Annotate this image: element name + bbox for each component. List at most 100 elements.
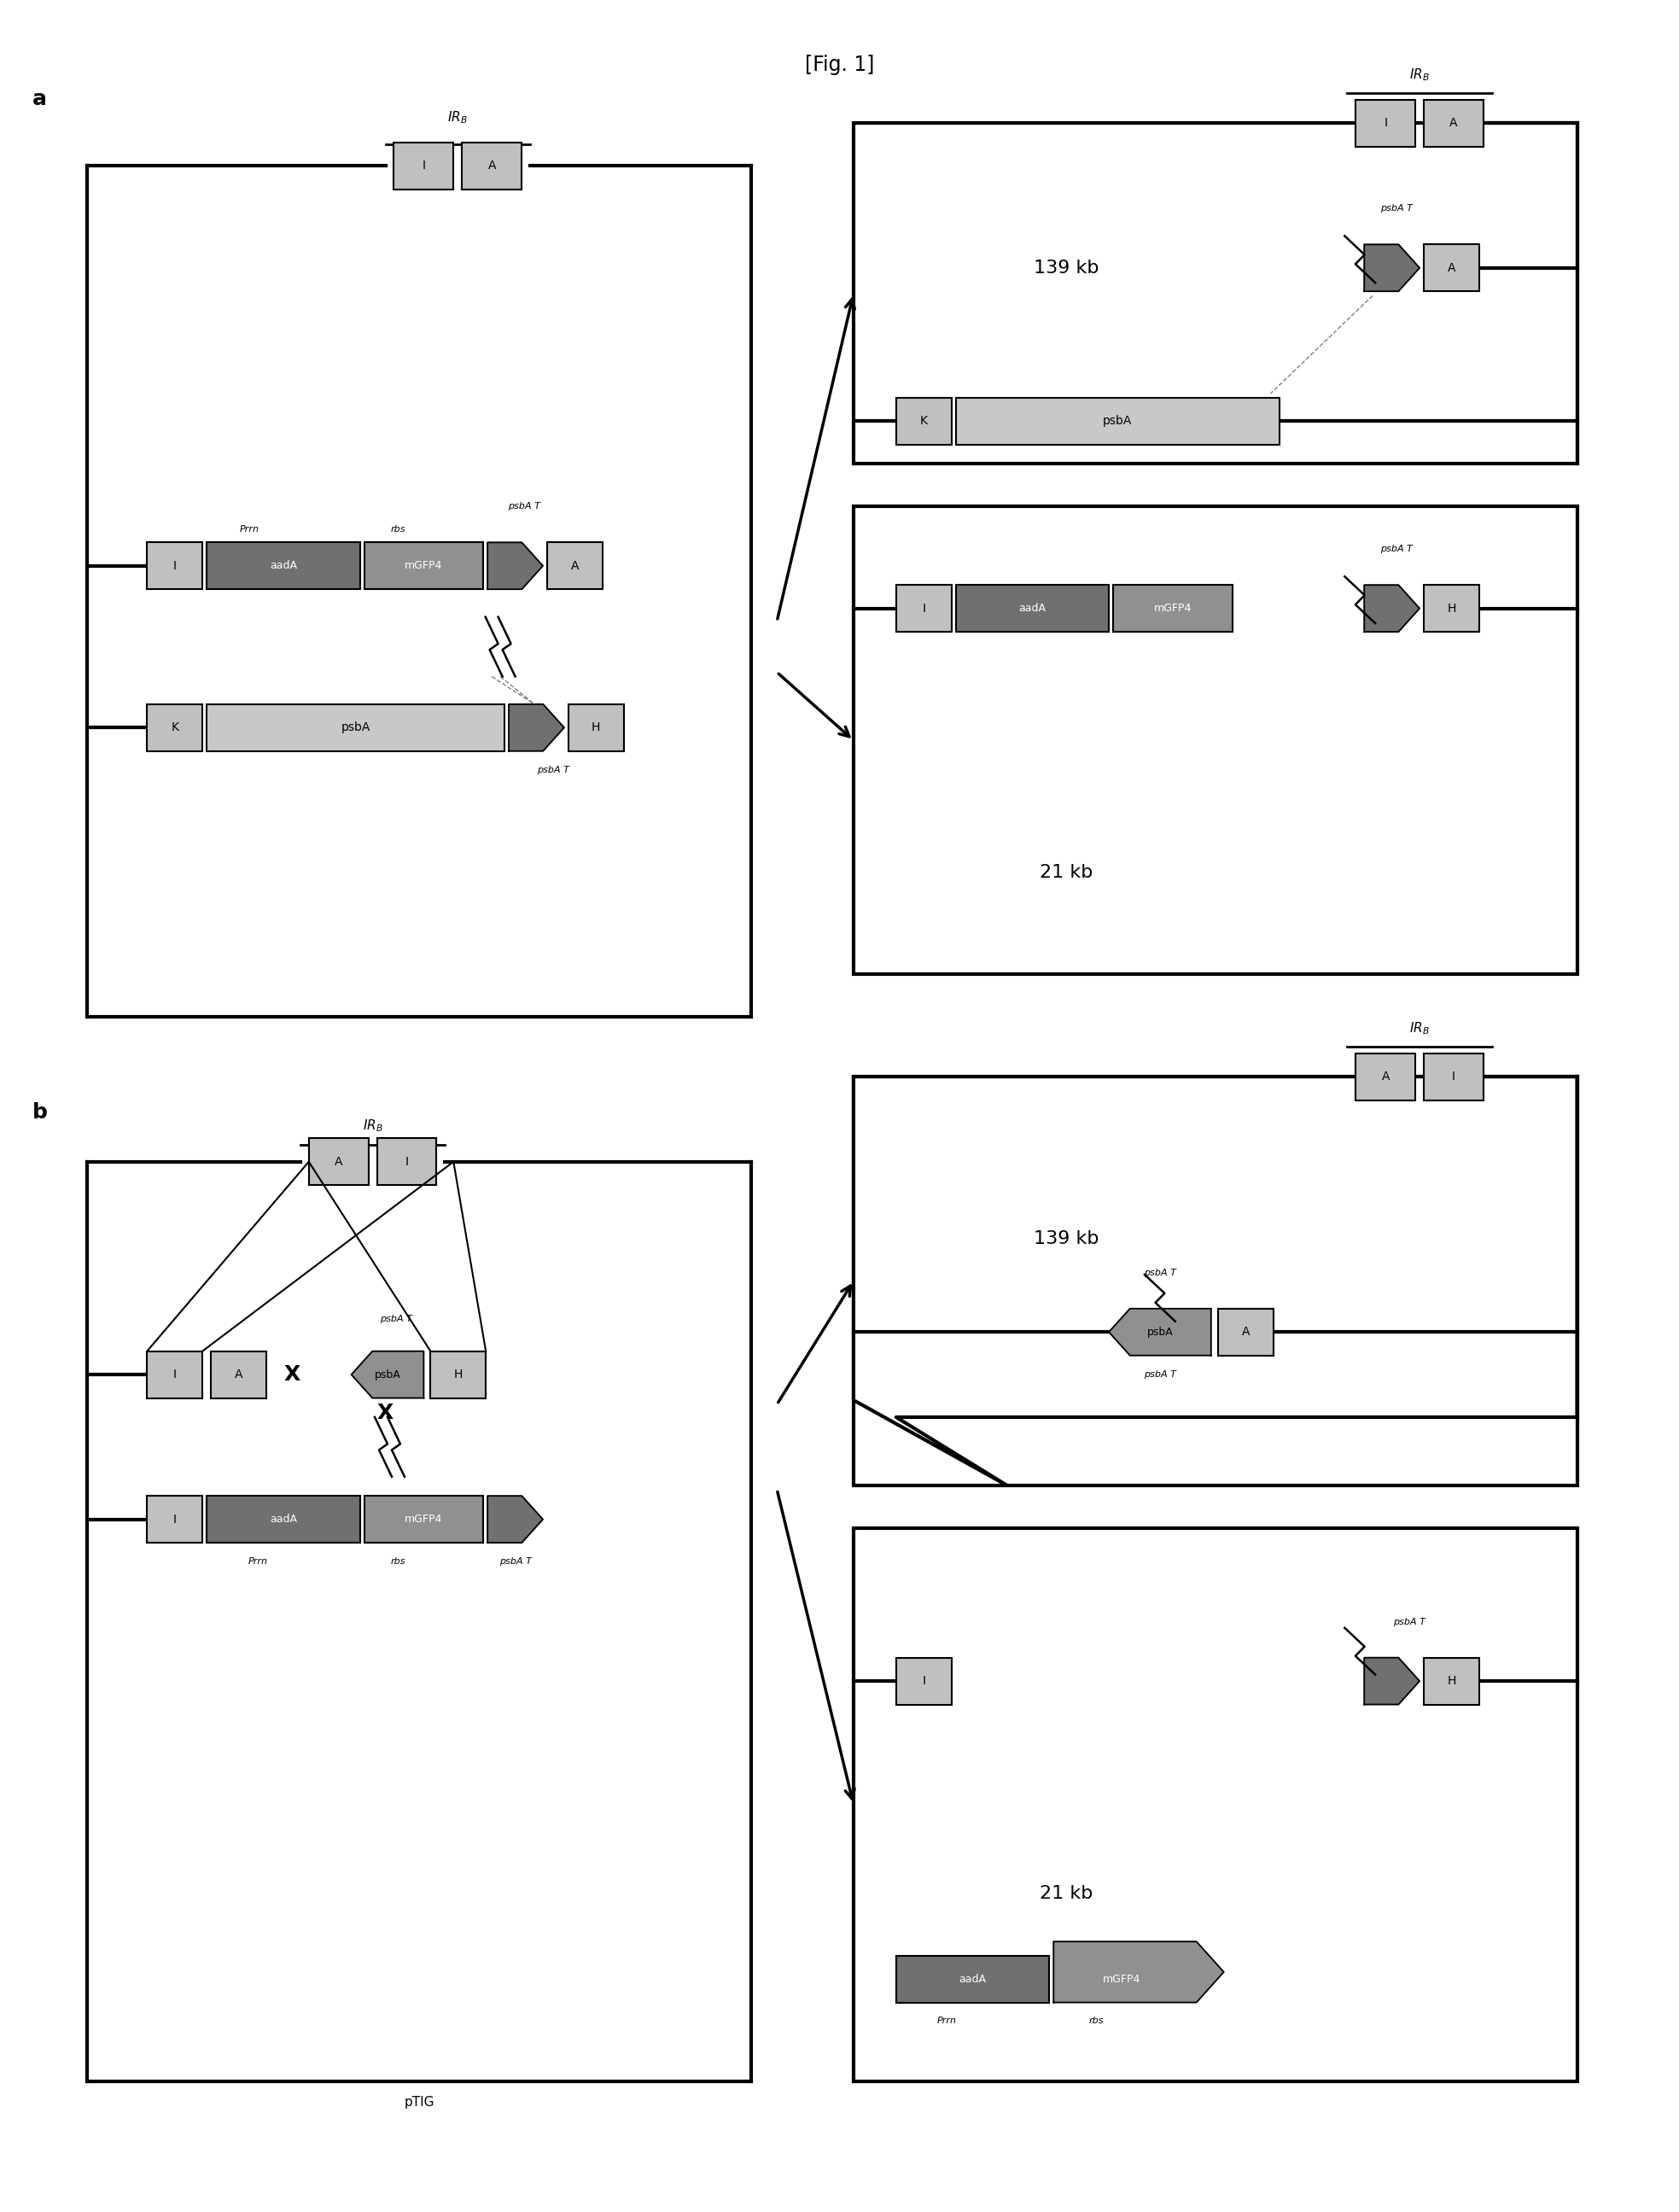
Text: IR$_B$: IR$_B$ [1409, 66, 1431, 82]
Bar [1355, 100, 1415, 146]
Text: X: X [284, 1365, 301, 1385]
Text: Prrn: Prrn [937, 2017, 957, 2026]
Polygon shape [853, 1077, 1577, 1484]
Polygon shape [1365, 584, 1419, 633]
Text: mGFP4: mGFP4 [405, 1513, 443, 1524]
Text: X: X [378, 1402, 393, 1425]
Text: 21 kb: 21 kb [1039, 863, 1093, 880]
Text: I: I [421, 159, 425, 173]
Polygon shape [487, 542, 542, 588]
Text: I: I [922, 602, 925, 615]
Bar [897, 584, 952, 633]
Bar [955, 584, 1108, 633]
Text: psbA T: psbA T [1143, 1369, 1175, 1378]
Text: I: I [173, 1513, 176, 1526]
Text: aadA: aadA [270, 1513, 297, 1524]
Bar [430, 1352, 485, 1398]
Bar [1355, 1053, 1415, 1099]
Text: psbA T: psbA T [507, 502, 541, 511]
Text: a: a [32, 88, 47, 111]
Text: psbA T: psbA T [1143, 1270, 1175, 1276]
Bar [376, 1139, 437, 1186]
Bar [148, 542, 203, 588]
Text: psbA T: psbA T [379, 1314, 413, 1323]
Text: aadA: aadA [959, 1973, 986, 1984]
Text: aadA: aadA [1019, 604, 1046, 615]
Bar [148, 703, 203, 752]
Text: [Fig. 1]: [Fig. 1] [804, 55, 875, 75]
Bar [148, 1352, 203, 1398]
Polygon shape [487, 1495, 542, 1542]
Bar [364, 1495, 484, 1542]
Bar [853, 1528, 1577, 2081]
Text: K: K [171, 721, 178, 734]
Polygon shape [1365, 1657, 1419, 1705]
Polygon shape [1053, 1942, 1224, 2002]
Text: psbA T: psbA T [499, 1557, 531, 1566]
Text: A: A [235, 1369, 243, 1380]
Bar [955, 398, 1279, 445]
Text: 139 kb: 139 kb [1034, 1230, 1100, 1248]
Text: psbA T: psbA T [1380, 544, 1412, 553]
Text: A: A [1382, 1071, 1390, 1082]
Text: rbs: rbs [391, 1557, 406, 1566]
Text: IR$_B$: IR$_B$ [448, 111, 468, 126]
Text: mGFP4: mGFP4 [1153, 604, 1192, 615]
Bar [897, 1657, 952, 1705]
Text: psbA T: psbA T [1394, 1617, 1425, 1626]
Bar [207, 542, 359, 588]
Polygon shape [1365, 246, 1419, 292]
Bar [462, 142, 522, 190]
Bar [207, 703, 505, 752]
Bar [897, 1955, 1049, 2002]
Bar [1424, 584, 1479, 633]
Bar [1113, 584, 1232, 633]
Text: Prrn: Prrn [240, 526, 259, 533]
Bar [364, 542, 484, 588]
Text: K: K [920, 416, 927, 427]
Text: psbA: psbA [374, 1369, 401, 1380]
Bar [547, 542, 603, 588]
Text: psbA T: psbA T [1380, 204, 1412, 212]
Text: I: I [173, 560, 176, 573]
Text: H: H [1447, 602, 1456, 615]
Text: I: I [405, 1157, 408, 1168]
Bar [897, 398, 952, 445]
Bar [148, 1495, 203, 1542]
Text: psbA: psbA [1147, 1327, 1174, 1338]
Text: psbA: psbA [341, 721, 371, 734]
Polygon shape [351, 1352, 423, 1398]
Text: pTIG: pTIG [405, 2097, 435, 2108]
Bar [853, 124, 1577, 465]
Text: 21 kb: 21 kb [1039, 1885, 1093, 1902]
Bar [212, 1352, 267, 1398]
Text: A: A [334, 1157, 343, 1168]
Bar [1424, 100, 1484, 146]
Text: mGFP4: mGFP4 [405, 560, 443, 571]
Bar [569, 703, 623, 752]
Text: I: I [1383, 117, 1387, 128]
Text: I: I [1452, 1071, 1456, 1082]
Text: rbs: rbs [1088, 2017, 1103, 2026]
Polygon shape [509, 703, 564, 752]
Bar [1424, 1657, 1479, 1705]
Bar [853, 1077, 1577, 1484]
Text: I: I [922, 1674, 925, 1688]
Text: A: A [1241, 1325, 1249, 1338]
Text: I: I [173, 1369, 176, 1380]
Text: A: A [571, 560, 579, 573]
Text: psbA: psbA [1103, 416, 1132, 427]
Bar [309, 1139, 368, 1186]
Bar [1424, 246, 1479, 292]
Text: IR$_B$: IR$_B$ [1409, 1020, 1431, 1035]
Bar [207, 1495, 359, 1542]
Text: A: A [487, 159, 495, 173]
Text: H: H [591, 721, 601, 734]
Bar [395, 142, 453, 190]
Text: rbs: rbs [391, 526, 406, 533]
Text: H: H [453, 1369, 463, 1380]
Bar [1424, 1053, 1484, 1099]
Text: Prrn: Prrn [248, 1557, 267, 1566]
Text: A: A [1449, 117, 1457, 128]
Bar [853, 507, 1577, 975]
